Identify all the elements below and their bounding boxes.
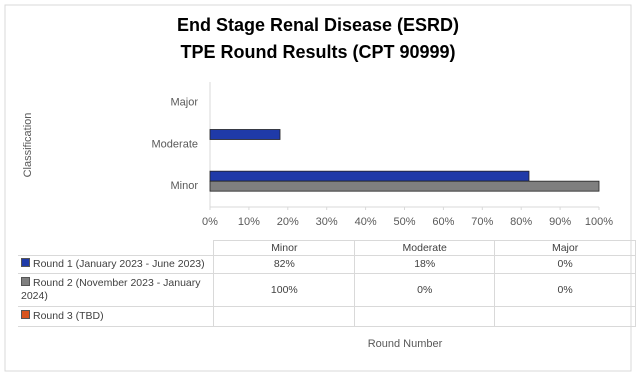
table-cell: 0% (494, 273, 636, 307)
chart-title: TPE Round Results (CPT 90999) (180, 42, 455, 62)
y-tick-label: Major (170, 97, 198, 109)
y-axis-title: Classification (22, 113, 34, 178)
column-header: Major (494, 240, 636, 256)
bar (209, 170, 530, 182)
table-cell: 0% (354, 273, 496, 307)
column-header: Moderate (354, 240, 496, 256)
table-cell (494, 306, 636, 327)
x-tick-label: 90% (549, 216, 571, 228)
chart-title: End Stage Renal Disease (ESRD) (177, 15, 459, 35)
x-tick-label: 100% (585, 216, 613, 228)
x-tick-label: 20% (277, 216, 299, 228)
table-cell: 0% (494, 255, 636, 274)
legend-label: Round 1 (January 2023 - June 2023) (33, 258, 205, 270)
row-header: Round 2 (November 2023 - January 2024) (18, 273, 215, 307)
x-tick-label: 40% (355, 216, 377, 228)
table-cell: 82% (213, 255, 356, 274)
table-row: Round 3 (TBD) (18, 306, 636, 327)
table-header-row: Minor Moderate Major (18, 240, 636, 256)
x-tick-label: 80% (510, 216, 532, 228)
bar (209, 180, 600, 192)
table-row: Round 2 (November 2023 - January 2024) 10… (18, 273, 636, 307)
legend-key (21, 310, 30, 319)
row-header: Round 3 (TBD) (18, 306, 215, 327)
column-header: Minor (213, 240, 356, 256)
x-tick-label: 0% (202, 216, 218, 228)
table-cell: 18% (354, 255, 496, 274)
table-row: Round 1 (January 2023 - June 2023) 82% 18%… (18, 255, 636, 274)
x-axis-title: Round Number (368, 338, 443, 350)
x-tick-label: 70% (471, 216, 493, 228)
x-tick-label: 50% (393, 216, 415, 228)
legend-key (21, 258, 30, 267)
x-tick-label: 60% (432, 216, 454, 228)
y-tick-label: Moderate (152, 138, 198, 150)
legend-label: Round 3 (TBD) (33, 310, 104, 322)
row-header: Round 1 (January 2023 - June 2023) (18, 255, 215, 274)
table-corner (18, 240, 215, 256)
table-cell: 100% (213, 273, 356, 307)
legend-key (21, 277, 30, 286)
bar (209, 129, 281, 140)
table-cell (213, 306, 356, 327)
data-table: Minor Moderate Major Round 1 (January 2023 … (18, 240, 636, 327)
table-cell (354, 306, 496, 327)
legend-label: Round 2 (November 2023 - January 2024) (21, 277, 201, 302)
y-tick-label: Minor (170, 180, 198, 192)
x-tick-label: 10% (238, 216, 260, 228)
x-tick-label: 30% (316, 216, 338, 228)
